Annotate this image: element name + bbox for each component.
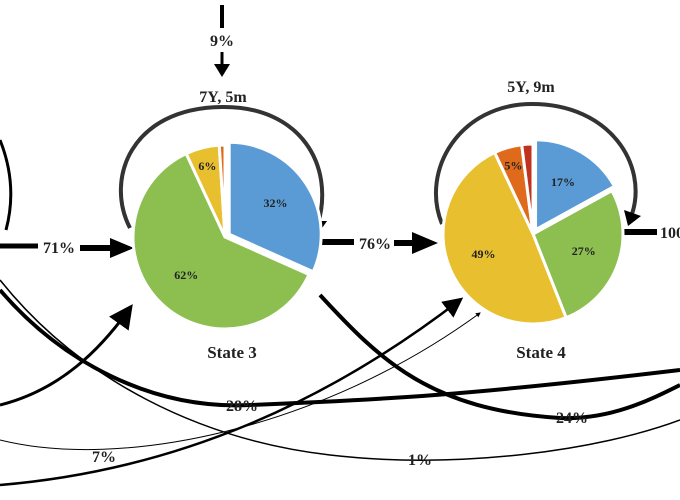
transition-label-24: 24%: [556, 410, 588, 427]
pie-slice-label: 32%: [264, 196, 288, 210]
transition-arrow-28: [0, 288, 680, 408]
pie-slice-label: 49%: [471, 247, 495, 261]
pie-slice: [531, 188, 625, 320]
transition-label-7: 7%: [92, 449, 116, 466]
state4-self-loop: [434, 101, 638, 225]
left-self-loop-fragment: [0, 139, 13, 231]
state3-duration: 7Y, 5m: [199, 89, 247, 106]
transition-arrow-into-state4-curve: [0, 297, 464, 487]
pie-slice-label: 17%: [551, 175, 575, 189]
pie-slice-label: 62%: [174, 268, 198, 282]
pie-slice: [217, 143, 227, 238]
state3-title: State 3: [207, 343, 257, 362]
pie-slice: [227, 140, 323, 274]
pie-slice-label: 6%: [198, 159, 216, 173]
exit-right-label: 100: [660, 225, 680, 242]
state4-self-loop-head: [624, 210, 641, 226]
pie-slice-label: 27%: [572, 244, 596, 258]
entry-arrowhead: [214, 64, 230, 77]
pie-slice: [441, 150, 569, 326]
transition-label-28: 28%: [226, 398, 258, 415]
arrow-state3-to-state4-head: [412, 232, 438, 254]
state3-to-state4-percent: 76%: [359, 236, 391, 253]
transition-arrow-7: [0, 312, 481, 451]
state4-duration: 5Y, 9m: [507, 79, 555, 96]
pie-slice-label: 5%: [504, 158, 522, 172]
state3-pie: 32% 62% 6%: [131, 140, 323, 331]
state4-pie: 17% 27% 49% 5%: [441, 138, 625, 326]
pie-slice: [520, 142, 535, 235]
into-state3-percent: 71%: [43, 240, 75, 257]
transition-arrow-24: [318, 293, 680, 421]
state4-title: State 4: [516, 343, 566, 362]
pie-slice: [131, 151, 311, 331]
transition-label-1: 1%: [408, 452, 432, 469]
arrow-into-state3-head: [110, 238, 134, 258]
pie-slice: [534, 138, 617, 233]
entry-percent-label: 9%: [210, 33, 234, 50]
state3-self-loop: [118, 104, 325, 229]
transition-arrow-into-state3-curve: [0, 304, 133, 407]
